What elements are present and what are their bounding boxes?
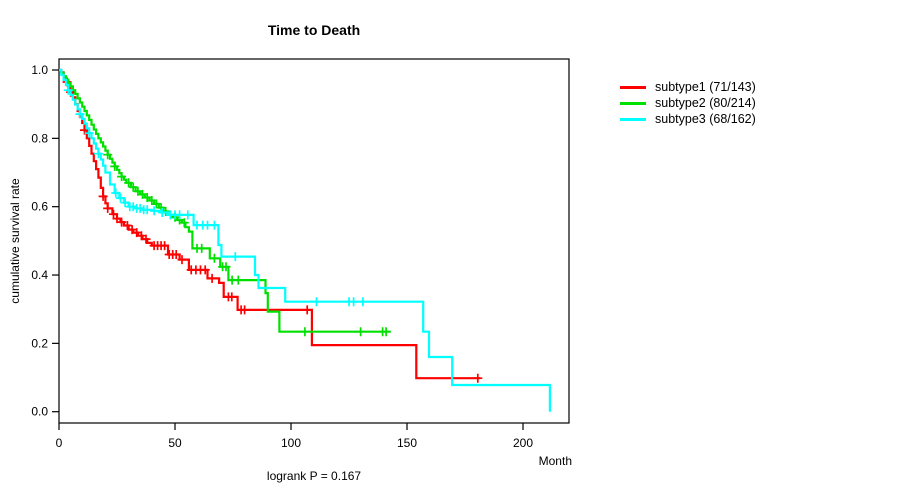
legend-label: subtype2 (80/214): [655, 96, 756, 110]
legend-item-subtype1: subtype1 (71/143): [620, 79, 756, 95]
y-tick-label: 0.4: [31, 268, 48, 282]
x-tick-label: 0: [56, 436, 63, 450]
x-tick-label: 200: [513, 436, 533, 450]
legend: subtype1 (71/143) subtype2 (80/214) subt…: [620, 79, 756, 127]
chart-title: Time to Death: [267, 22, 361, 38]
subtype2-line-swatch: [620, 101, 646, 105]
x-axis-label: Month: [538, 454, 572, 468]
survival-curves: [59, 68, 551, 412]
curve-subtype3: [59, 68, 551, 412]
y-tick-label: 0.0: [31, 405, 48, 419]
y-tick-label: 0.6: [31, 200, 48, 214]
logrank-annotation: logrank P = 0.167: [266, 469, 362, 483]
curve-subtype2: [59, 68, 391, 333]
y-tick-label: 0.8: [31, 131, 48, 145]
x-tick-label: 100: [281, 436, 301, 450]
y-tick-label: 0.2: [31, 336, 48, 350]
subtype3-line-swatch: [620, 117, 646, 121]
legend-item-subtype3: subtype3 (68/162): [620, 111, 756, 127]
subtype1-line-swatch: [620, 85, 646, 89]
censor-marks-subtype1: [62, 77, 483, 383]
legend-label: subtype3 (68/162): [655, 112, 756, 126]
censor-marks-subtype3: [63, 85, 368, 307]
plot-frame: 0 50 100 150 200 0.0 0.2 0.4 0.6 0.8 1.0: [31, 58, 570, 450]
y-tick-label: 1.0: [31, 63, 48, 77]
x-tick-label: 150: [397, 436, 417, 450]
legend-item-subtype2: subtype2 (80/214): [620, 95, 756, 111]
x-tick-label: 50: [168, 436, 182, 450]
y-axis-label: cumulative survival rate: [8, 178, 22, 304]
legend-label: subtype1 (71/143): [655, 80, 756, 94]
